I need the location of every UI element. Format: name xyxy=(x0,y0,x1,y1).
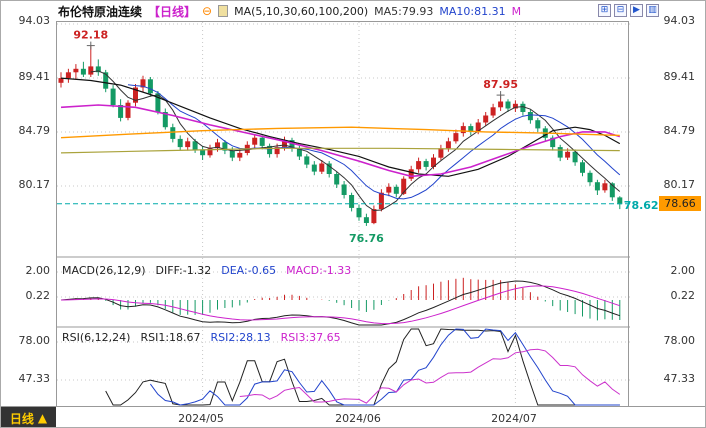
ma-settings-label[interactable]: MA(5,10,30,60,100,200) xyxy=(234,4,369,18)
columns-view-icon[interactable]: ▥ xyxy=(646,4,659,17)
axis-label: 89.41 xyxy=(18,70,51,83)
axis-label: 2.00 xyxy=(25,264,51,277)
svg-text:87.95: 87.95 xyxy=(483,78,518,91)
tile-windows-icon[interactable]: ⊞ xyxy=(598,4,611,17)
chevron-up-icon: ▲ xyxy=(37,411,48,425)
axis-label: 94.03 xyxy=(663,14,696,27)
last-price-badge: 78.66 xyxy=(659,196,701,211)
axis-label: 89.41 xyxy=(663,70,696,83)
period-selector[interactable]: 日线 ▲ xyxy=(1,407,56,427)
indicator-settings-icon[interactable] xyxy=(218,5,229,17)
svg-text:78.62: 78.62 xyxy=(624,199,659,212)
macd-diff-value: DIFF:-1.32 xyxy=(155,264,212,277)
window-controls: ⊞ ⊟ ▶ ▥ xyxy=(598,4,659,17)
chart-header: 布伦特原油连续 【日线】 ⊖ MA(5,10,30,60,100,200) MA… xyxy=(1,1,705,21)
svg-text:92.18: 92.18 xyxy=(73,29,108,42)
axis-label: 94.03 xyxy=(18,14,51,27)
axis-label: 0.22 xyxy=(25,289,51,302)
rsi1-value: RSI1:18.67 xyxy=(140,331,201,344)
x-axis-label: 2024/05 xyxy=(178,412,224,425)
candlestick-chart[interactable]: 92.18 87.95 76.76 78.62 xyxy=(57,22,659,407)
axis-label: 80.17 xyxy=(663,178,696,191)
svg-text:76.76: 76.76 xyxy=(349,232,384,245)
ma5-value: MA5:79.93 xyxy=(374,4,434,18)
ma10-value: MA10:81.31 xyxy=(439,4,506,18)
axis-label: 2.00 xyxy=(670,264,696,277)
ma30-value-truncated: M xyxy=(511,4,522,18)
axis-label: 84.79 xyxy=(663,124,696,137)
macd-dea-value: DEA:-0.65 xyxy=(221,264,277,277)
axis-label: 47.33 xyxy=(663,372,696,385)
x-axis-label: 2024/06 xyxy=(335,412,381,425)
axis-label: 80.17 xyxy=(18,178,51,191)
bottom-axis-bar: 日线 ▲ 2024/05 2024/06 2024/07 xyxy=(1,406,705,427)
macd-value: MACD:-1.33 xyxy=(286,264,352,277)
rsi-params: RSI(6,12,24) xyxy=(62,331,131,344)
collapse-indicator-icon[interactable]: ⊖ xyxy=(202,4,213,18)
symbol-name: 布伦特原油连续 xyxy=(58,4,143,19)
x-axis-label: 2024/07 xyxy=(491,412,537,425)
axis-label: 47.33 xyxy=(18,372,51,385)
macd-params: MACD(26,12,9) xyxy=(62,264,146,277)
axis-label: 0.22 xyxy=(670,289,696,302)
period-selector-label: 日线 xyxy=(9,411,34,426)
rsi-panel-label: RSI(6,12,24) RSI1:18.67 RSI2:28.13 RSI3:… xyxy=(62,331,341,344)
axis-label: 78.00 xyxy=(18,334,51,347)
play-forward-icon[interactable]: ▶ xyxy=(630,4,643,17)
axis-label: 78.00 xyxy=(663,334,696,347)
rsi3-value: RSI3:37.65 xyxy=(280,331,341,344)
period-tag: 【日线】 xyxy=(148,4,197,19)
rsi2-value: RSI2:28.13 xyxy=(210,331,271,344)
axis-label: 84.79 xyxy=(18,124,51,137)
macd-panel-label: MACD(26,12,9) DIFF:-1.32 DEA:-0.65 MACD:… xyxy=(62,264,351,277)
chart-plot-area[interactable]: 92.18 87.95 76.76 78.62 MACD(26,12,9) DIFF:… xyxy=(56,21,659,407)
split-window-icon[interactable]: ⊟ xyxy=(614,4,627,17)
